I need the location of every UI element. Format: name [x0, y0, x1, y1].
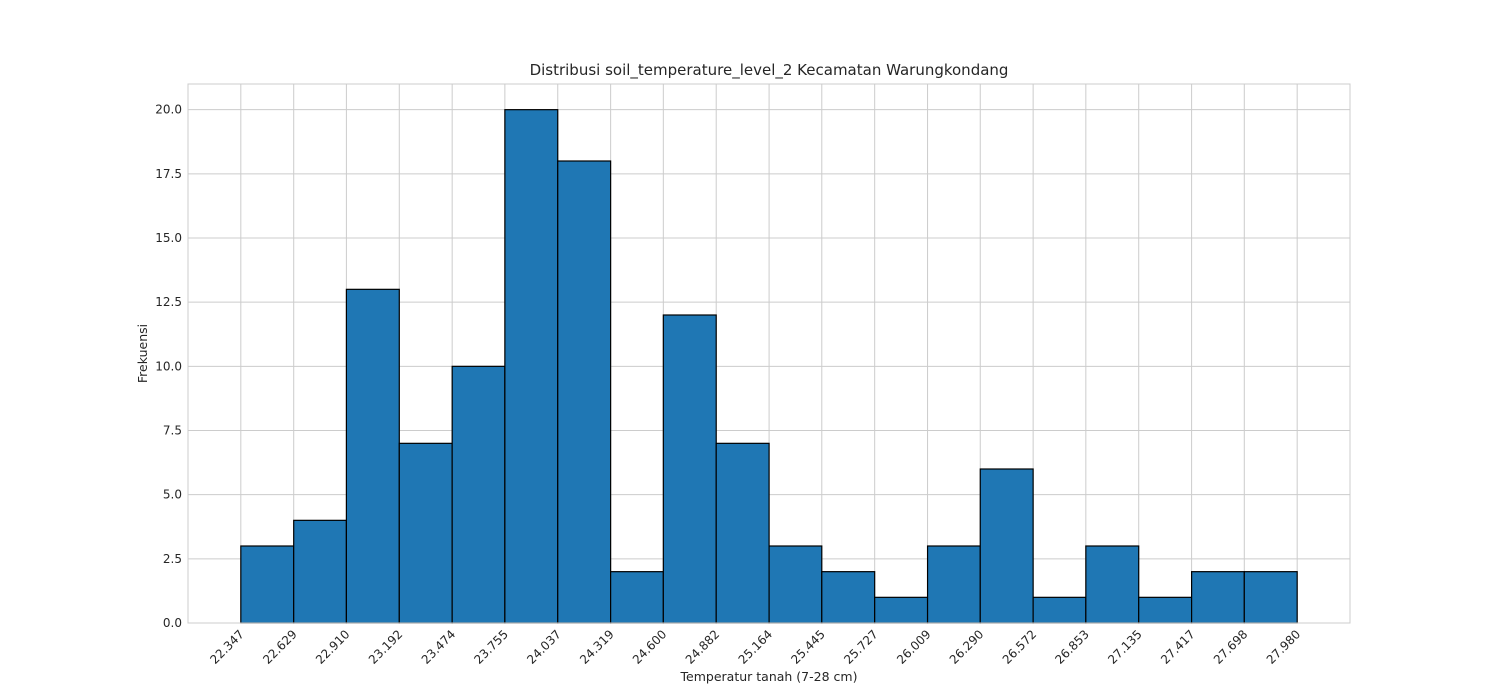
x-tick-label: 26.572	[1000, 627, 1040, 667]
y-tick-label: 15.0	[155, 231, 182, 245]
y-tick-label: 0.0	[163, 616, 182, 630]
y-tick-label: 20.0	[155, 103, 182, 117]
histogram-bar	[1085, 545, 1140, 624]
histogram-bar	[451, 365, 506, 624]
x-tick-label: 25.164	[736, 627, 776, 667]
y-axis-title: Frekuensi	[135, 324, 150, 383]
x-tick-label: 25.445	[788, 627, 828, 667]
x-tick-label: 23.474	[419, 627, 459, 667]
x-axis-ticks: 22.347 22.629 22.910 23.192 23.474 23.755 24.0…	[207, 627, 1303, 667]
histogram-bar	[398, 442, 453, 624]
histogram-bar	[1138, 596, 1193, 624]
histogram-bar	[715, 442, 770, 624]
x-tick-label: 27.980	[1264, 627, 1304, 667]
x-tick-label: 26.009	[894, 627, 934, 667]
y-tick-label: 2.5	[163, 552, 182, 566]
x-tick-label: 24.037	[524, 627, 564, 667]
histogram-bar	[874, 596, 929, 624]
histogram-bar	[662, 314, 717, 624]
histogram-bar	[610, 571, 664, 624]
histogram-bar	[240, 545, 295, 624]
y-tick-label: 7.5	[163, 424, 182, 438]
x-tick-label: 23.192	[366, 627, 406, 667]
x-tick-label: 22.347	[207, 627, 247, 667]
x-axis-title: Temperatur tanah (7-28 cm)	[680, 669, 858, 684]
histogram-bar	[768, 545, 823, 624]
histogram-bar	[821, 571, 876, 624]
plot-frame	[187, 83, 1351, 624]
x-tick-label: 22.629	[260, 627, 300, 667]
y-tick-label: 5.0	[163, 488, 182, 502]
x-tick-label: 25.727	[841, 627, 881, 667]
x-tick-label: 24.882	[683, 627, 723, 667]
y-tick-label: 10.0	[155, 359, 182, 373]
chart-title: Distribusi soil_temperature_level_2 Keca…	[530, 61, 1009, 80]
x-tick-label: 22.910	[313, 627, 353, 667]
y-tick-label: 12.5	[155, 295, 182, 309]
histogram-bar	[1032, 596, 1087, 624]
histogram-bar	[504, 109, 559, 624]
y-axis-ticks: 0.0 2.5 5.0 7.5 10.0 12.5 15.0 17.5 20.0	[155, 103, 182, 630]
x-tick-label: 27.135	[1105, 627, 1145, 667]
histogram-bar	[979, 468, 1034, 624]
x-tick-label: 27.698	[1211, 627, 1251, 667]
histogram-bar	[557, 160, 612, 624]
x-tick-label: 24.600	[630, 627, 670, 667]
x-tick-label: 24.319	[577, 627, 617, 667]
x-tick-label: 26.853	[1052, 627, 1092, 667]
histogram-bar	[293, 519, 347, 624]
histogram-bar	[345, 288, 400, 624]
x-tick-label: 26.290	[947, 627, 987, 667]
y-tick-label: 17.5	[155, 167, 182, 181]
histogram-bar	[1191, 571, 1245, 624]
x-tick-label: 23.755	[471, 627, 511, 667]
histogram-bar	[926, 545, 981, 624]
histogram-bar	[1243, 571, 1298, 624]
x-tick-label: 27.417	[1158, 627, 1198, 667]
